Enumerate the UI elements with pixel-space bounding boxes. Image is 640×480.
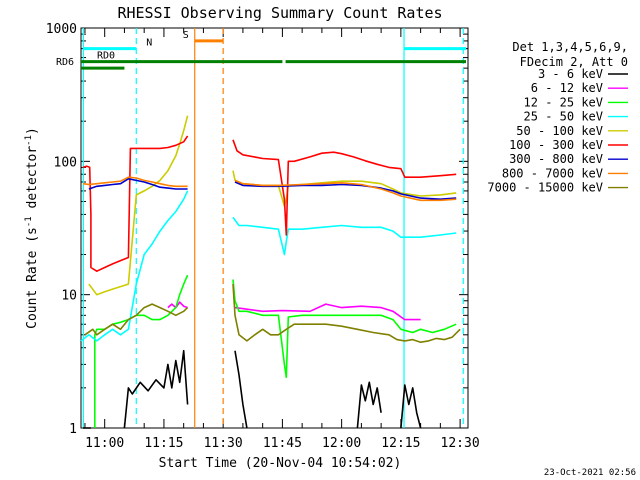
series-line	[123, 349, 189, 429]
series-line	[234, 350, 248, 429]
x-tick-label: 12:00	[322, 436, 361, 451]
vertical-markers	[82, 28, 464, 428]
series-lines	[80, 115, 461, 429]
series-line	[82, 135, 189, 273]
plot-frame	[80, 27, 469, 429]
chart-title: RHESSI Observing Summary Count Rates	[117, 4, 442, 22]
legend-label: 800 - 7000 keV	[502, 166, 603, 180]
legend-label: 6 - 12 keV	[531, 81, 603, 95]
state-bar-label: S	[183, 30, 189, 41]
state-bars: N S RD0 RD6	[56, 30, 467, 70]
x-tick-labels: 11:00 11:15 11:30 11:45 12:00 12:15 12:30	[85, 436, 480, 451]
legend-header: Det 1,3,4,5,6,9,	[512, 40, 628, 54]
state-bar-label: N	[146, 38, 152, 49]
series-line	[167, 301, 188, 309]
series-line	[88, 178, 188, 190]
series-line	[234, 181, 457, 200]
legend-label: 3 - 6 keV	[538, 67, 603, 81]
series-line	[234, 303, 421, 321]
legend-label: 12 - 25 keV	[524, 95, 603, 109]
y-tick-label: 1000	[46, 22, 77, 37]
series-line	[234, 179, 457, 202]
series-line	[232, 279, 457, 379]
x-tick-label: 11:45	[263, 436, 302, 451]
legend-label: 100 - 300 keV	[509, 138, 603, 152]
series-line	[232, 139, 457, 236]
y-tick-label: 10	[61, 289, 77, 304]
x-tick-label: 12:15	[381, 436, 420, 451]
legend: Det 1,3,4,5,6,9,FDecim 2, Att 03 - 6 keV…	[487, 40, 628, 195]
series-line	[94, 274, 189, 428]
legend-label: 300 - 800 keV	[509, 152, 603, 166]
x-tick-label: 11:00	[85, 436, 124, 451]
state-bar-label: RD0	[97, 51, 115, 62]
series-line	[80, 190, 189, 342]
series-line	[232, 216, 457, 256]
series-line	[356, 381, 382, 429]
series-line	[84, 303, 189, 336]
series-line	[82, 176, 188, 188]
x-tick-label: 12:30	[441, 436, 480, 451]
legend-header: FDecim 2, Att 0	[520, 55, 628, 69]
series-line	[88, 115, 189, 296]
x-tick-label: 11:15	[144, 436, 183, 451]
state-bar-label: RD6	[56, 57, 74, 68]
y-axis-label: Count Rate (s-1 detector-1)	[24, 127, 40, 329]
x-tick-label: 11:30	[204, 436, 243, 451]
series-line	[400, 384, 422, 429]
y-tick-label: 100	[54, 155, 77, 170]
legend-label: 25 - 50 keV	[524, 110, 603, 124]
y-tick-label: 1	[69, 422, 77, 437]
legend-label: 7000 - 15000 keV	[487, 181, 603, 195]
legend-label: 50 - 100 keV	[516, 124, 603, 138]
timestamp: 23-Oct-2021 02:56	[544, 468, 636, 478]
series-line	[232, 284, 461, 344]
x-axis-label: Start Time (20-Nov-04 10:54:02)	[159, 456, 402, 471]
y-tick-labels: 1 10 100 1000	[46, 22, 77, 437]
